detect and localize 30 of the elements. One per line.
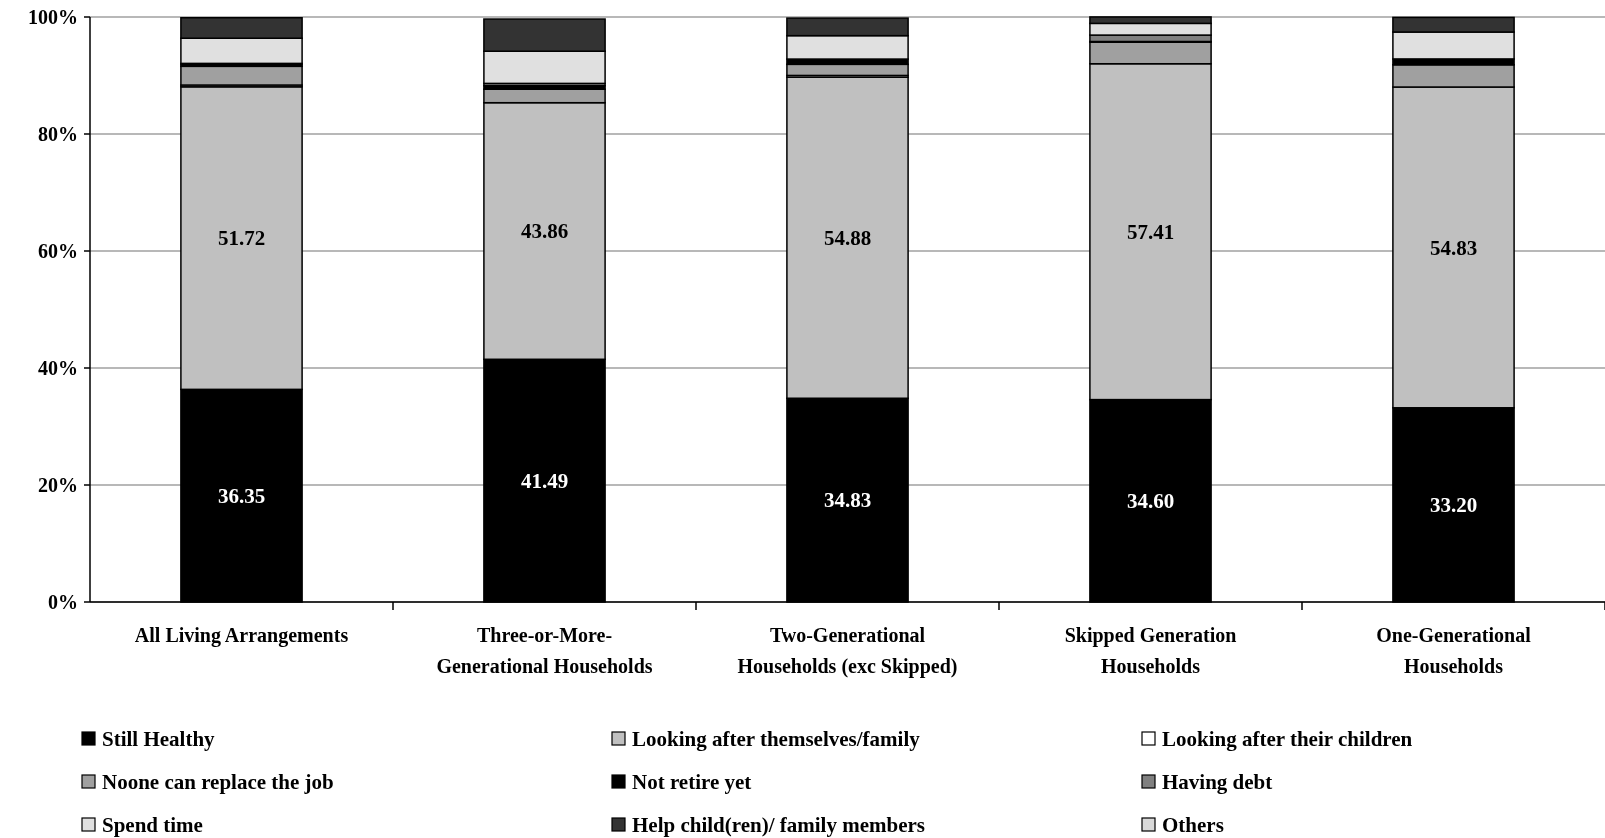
y-tick-label: 100% <box>28 6 78 28</box>
y-tick-label: 0% <box>48 591 78 613</box>
x-tick-label: Two-Generational Households (exc Skipped) <box>737 624 958 678</box>
legend-label: Still Healthy <box>102 727 216 752</box>
data-label: 57.41 <box>1126 220 1175 245</box>
x-tick-label: All Living Arrangements <box>134 624 349 647</box>
data-label: 33.20 <box>1429 493 1478 518</box>
legend-label: Help child(ren)/ family members <box>632 813 925 838</box>
legend-label: Spend time <box>102 813 203 838</box>
legend-label: Others <box>1162 813 1224 838</box>
y-tick-label: 20% <box>38 474 78 496</box>
data-label: 34.83 <box>823 488 872 513</box>
data-label: 51.72 <box>217 226 266 251</box>
x-tick-label: One-Generational Households <box>1376 624 1532 677</box>
y-tick-label: 80% <box>38 123 78 145</box>
legend-label: Not retire yet <box>632 770 752 795</box>
data-label: 36.35 <box>217 484 266 509</box>
data-label: 34.60 <box>1126 489 1175 514</box>
y-tick-label: 60% <box>38 240 78 262</box>
x-tick-label: Skipped Generation Households <box>1064 624 1237 677</box>
legend-label: Looking after their children <box>1162 727 1413 752</box>
data-label: 41.49 <box>520 468 569 493</box>
x-tick-label: Three-or-More-Generational Households <box>436 624 653 677</box>
legend-label: Noone can replace the job <box>102 770 334 795</box>
data-label: 43.86 <box>520 219 569 244</box>
data-label: 54.83 <box>1429 235 1478 260</box>
legend-label: Looking after themselves/family <box>632 727 921 752</box>
legend-label: Having debt <box>1162 770 1273 795</box>
data-label: 54.88 <box>823 226 872 251</box>
y-tick-label: 40% <box>38 357 78 379</box>
